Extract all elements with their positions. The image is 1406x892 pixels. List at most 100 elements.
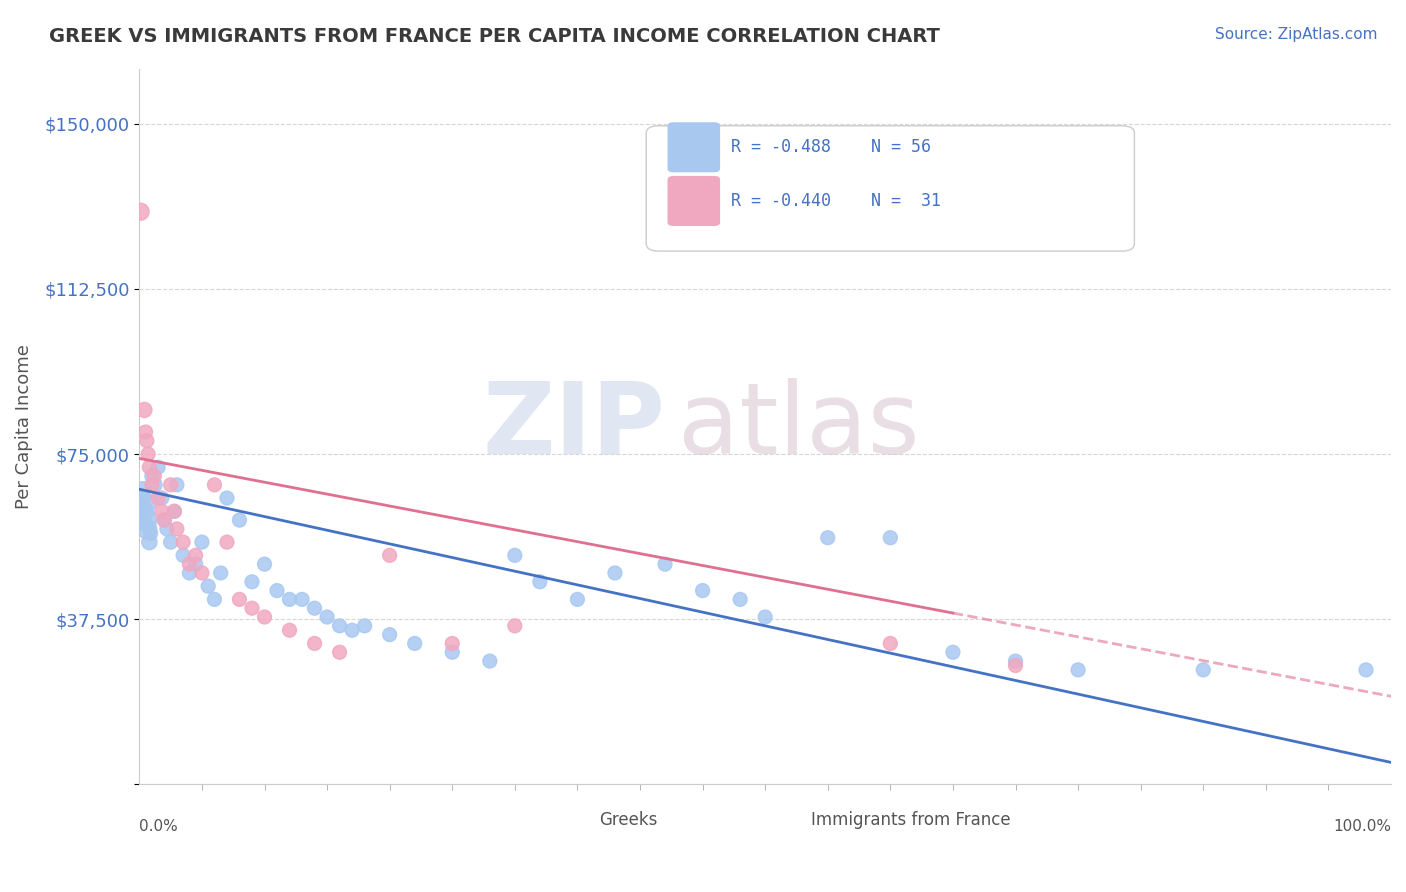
- Point: [329, 645, 352, 659]
- Point: [253, 610, 276, 624]
- Point: [172, 549, 194, 563]
- Point: [1192, 663, 1215, 677]
- Point: [1004, 658, 1026, 673]
- Point: [728, 592, 751, 607]
- FancyBboxPatch shape: [668, 122, 720, 172]
- Point: [139, 526, 162, 541]
- Point: [209, 566, 232, 580]
- Text: R = -0.440    N =  31: R = -0.440 N = 31: [731, 192, 942, 210]
- Point: [163, 504, 186, 518]
- Point: [817, 531, 839, 545]
- Point: [136, 447, 159, 461]
- Point: [879, 531, 901, 545]
- Point: [316, 610, 339, 624]
- Point: [329, 619, 352, 633]
- Point: [143, 478, 166, 492]
- Point: [378, 627, 401, 641]
- Point: [138, 460, 160, 475]
- Point: [692, 583, 714, 598]
- Point: [134, 403, 156, 417]
- Point: [131, 491, 153, 505]
- Point: [138, 535, 160, 549]
- Point: [378, 549, 401, 563]
- Text: atlas: atlas: [678, 378, 920, 475]
- Point: [304, 601, 326, 615]
- Text: 0.0%: 0.0%: [139, 819, 179, 834]
- Point: [204, 478, 226, 492]
- Point: [503, 619, 526, 633]
- Point: [153, 513, 176, 527]
- Point: [184, 549, 207, 563]
- Point: [503, 549, 526, 563]
- Point: [404, 636, 426, 650]
- FancyBboxPatch shape: [769, 805, 804, 835]
- Point: [159, 478, 181, 492]
- Point: [146, 460, 169, 475]
- Point: [253, 557, 276, 571]
- Point: [156, 522, 179, 536]
- Point: [172, 535, 194, 549]
- Point: [291, 592, 314, 607]
- Text: R = -0.488    N = 56: R = -0.488 N = 56: [731, 138, 931, 156]
- FancyBboxPatch shape: [557, 805, 591, 835]
- Point: [215, 491, 238, 505]
- Point: [132, 482, 155, 496]
- Point: [136, 495, 159, 509]
- Text: Source: ZipAtlas.com: Source: ZipAtlas.com: [1215, 27, 1378, 42]
- Y-axis label: Per Capita Income: Per Capita Income: [15, 344, 32, 509]
- Point: [135, 425, 157, 439]
- Point: [141, 478, 163, 492]
- Point: [1355, 663, 1378, 677]
- Point: [197, 579, 219, 593]
- Point: [166, 522, 188, 536]
- Point: [215, 535, 238, 549]
- Point: [1004, 654, 1026, 668]
- Point: [754, 610, 776, 624]
- Point: [134, 504, 156, 518]
- FancyBboxPatch shape: [668, 176, 720, 226]
- Point: [441, 645, 464, 659]
- Point: [179, 566, 201, 580]
- Point: [143, 469, 166, 483]
- Point: [266, 583, 288, 598]
- Text: Greeks: Greeks: [599, 811, 657, 829]
- Point: [942, 645, 965, 659]
- Point: [135, 513, 157, 527]
- Point: [141, 469, 163, 483]
- Point: [135, 434, 157, 448]
- Point: [153, 513, 176, 527]
- Point: [159, 535, 181, 549]
- Point: [163, 504, 186, 518]
- Point: [529, 574, 551, 589]
- Point: [278, 624, 301, 638]
- Point: [204, 592, 226, 607]
- Text: GREEK VS IMMIGRANTS FROM FRANCE PER CAPITA INCOME CORRELATION CHART: GREEK VS IMMIGRANTS FROM FRANCE PER CAPI…: [49, 27, 941, 45]
- Point: [150, 491, 173, 505]
- Text: 100.0%: 100.0%: [1333, 819, 1391, 834]
- Point: [1067, 663, 1090, 677]
- Point: [240, 574, 263, 589]
- Point: [129, 500, 152, 514]
- Point: [191, 535, 214, 549]
- Point: [304, 636, 326, 650]
- Point: [135, 522, 157, 536]
- Point: [441, 636, 464, 650]
- Point: [278, 592, 301, 607]
- Point: [166, 478, 188, 492]
- Point: [879, 636, 901, 650]
- Point: [340, 624, 363, 638]
- Point: [191, 566, 214, 580]
- Point: [129, 204, 152, 219]
- Point: [478, 654, 501, 668]
- Text: ZIP: ZIP: [482, 378, 665, 475]
- Point: [146, 491, 169, 505]
- Point: [240, 601, 263, 615]
- Point: [179, 557, 201, 571]
- FancyBboxPatch shape: [647, 126, 1135, 251]
- Point: [567, 592, 589, 607]
- Point: [228, 513, 250, 527]
- Point: [654, 557, 676, 571]
- Point: [228, 592, 250, 607]
- Point: [184, 557, 207, 571]
- Point: [603, 566, 626, 580]
